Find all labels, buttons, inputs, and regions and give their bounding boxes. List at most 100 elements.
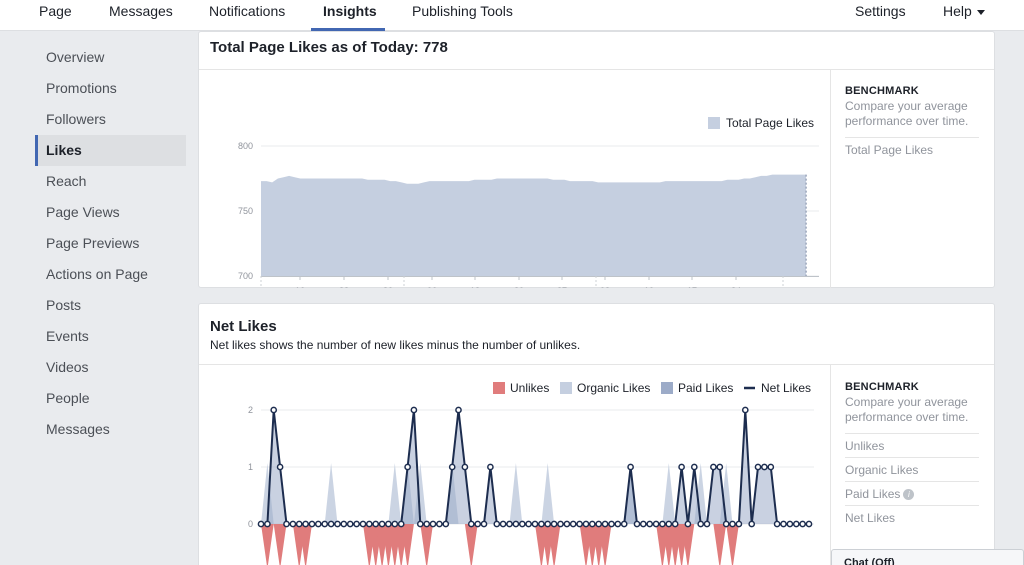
net-likes-point — [729, 520, 736, 528]
net-likes-point — [544, 520, 552, 528]
x-day-tick-label: 27 — [557, 286, 567, 288]
net-likes-point — [493, 520, 501, 528]
unlikes-spike — [261, 524, 274, 565]
net-likes-point — [423, 520, 431, 528]
net-likes-point — [276, 463, 284, 471]
net-likes-point — [627, 463, 634, 471]
net-likes-point — [327, 520, 335, 528]
net-likes-point — [671, 520, 679, 528]
net-likes-point — [480, 520, 488, 528]
net-likes-point — [436, 520, 443, 528]
x-day-tick-label: 23 — [339, 286, 349, 288]
net-likes-point — [735, 520, 743, 528]
net-likes-point — [404, 463, 411, 471]
x-day-tick-label: 10 — [644, 286, 654, 288]
benchmark-option-net-likes[interactable]: Net Likes — [845, 505, 979, 529]
paid-likes-label: Paid Likes — [845, 487, 901, 501]
net-likes-point — [697, 520, 705, 528]
net-likes-point — [799, 520, 806, 528]
chat-label: Chat (Off) — [844, 557, 895, 565]
benchmark-description: Compare your average performance over ti… — [845, 99, 969, 128]
settings-link[interactable]: Settings — [855, 3, 906, 19]
help-label: Help — [943, 3, 972, 19]
net-likes-point — [442, 520, 450, 528]
net-likes-point — [780, 520, 787, 528]
net-likes-point — [563, 520, 571, 528]
sidebar-item-followers[interactable]: Followers — [46, 111, 106, 127]
net-likes-point — [518, 520, 526, 528]
unlikes-spike — [598, 524, 612, 565]
net-likes-point — [716, 463, 724, 471]
net-likes-subtitle: Net likes shows the number of new likes … — [210, 338, 581, 352]
sidebar-item-posts[interactable]: Posts — [46, 297, 82, 313]
net-likes-point — [767, 463, 775, 471]
benchmark-panel: BENCHMARK Compare your average performan… — [845, 381, 979, 529]
sidebar-item-overview[interactable]: Overview — [46, 49, 105, 65]
sidebar-item-videos[interactable]: Videos — [46, 359, 89, 375]
net-likes-point — [353, 520, 360, 528]
sidebar-item-likes[interactable]: Likes — [35, 135, 186, 166]
benchmark-divider — [830, 364, 831, 565]
sidebar-item-messages[interactable]: Messages — [46, 421, 110, 437]
x-day-tick-label: 17 — [687, 286, 697, 288]
legend-label-total-page-likes: Total Page Likes — [726, 116, 814, 130]
sidebar-item-page-previews[interactable]: Page Previews — [46, 235, 140, 251]
benchmark-option-organic-likes[interactable]: Organic Likes — [845, 457, 979, 481]
organic-likes-spike — [509, 463, 523, 524]
net-likes-chart: 0 1 2 Unlikes Organic Likes Paid Likes Net Lik… — [248, 381, 814, 565]
net-likes-point — [582, 520, 590, 528]
sidebar-item-actions-on-page[interactable]: Actions on Page — [46, 266, 148, 282]
help-menu[interactable]: Help — [943, 3, 985, 19]
y-tick-label: 1 — [248, 462, 253, 472]
nav-tab-notifications[interactable]: Notifications — [209, 3, 286, 19]
benchmark-option-unlikes[interactable]: Unlikes — [845, 433, 979, 457]
benchmark-option-total-page-likes[interactable]: Total Page Likes — [845, 137, 979, 161]
nav-tab-page[interactable]: Page — [39, 3, 72, 19]
unlikes-spike — [420, 524, 433, 565]
chat-tab[interactable]: Chat (Off) — [831, 549, 1024, 565]
sidebar-item-promotions[interactable]: Promotions — [46, 80, 117, 96]
net-likes-point — [506, 520, 513, 528]
total-likes-area — [261, 174, 806, 276]
organic-likes-spike — [541, 463, 555, 524]
net-likes-point — [786, 520, 794, 528]
nav-tab-publishing-tools[interactable]: Publishing Tools — [412, 3, 513, 19]
net-likes-point — [410, 406, 418, 414]
net-likes-point — [340, 520, 348, 528]
y-tick-label: 700 — [238, 271, 253, 281]
net-likes-point — [620, 520, 628, 528]
net-likes-point — [385, 520, 392, 528]
net-likes-point — [531, 520, 539, 528]
x-day-tick-label: 20 — [514, 286, 524, 288]
net-likes-point — [295, 520, 303, 528]
net-likes-point — [773, 520, 781, 528]
nav-tab-insights[interactable]: Insights — [323, 3, 377, 19]
sidebar-item-reach[interactable]: Reach — [46, 173, 87, 189]
net-likes-point — [467, 520, 475, 528]
net-likes-point — [429, 520, 437, 528]
info-icon[interactable]: i — [903, 489, 915, 501]
net-likes-card: Net Likes Net likes shows the number of … — [198, 303, 995, 565]
net-likes-point — [359, 520, 367, 528]
insights-sidebar: Overview Promotions Followers Likes Reac… — [35, 42, 186, 445]
unlikes-spike — [401, 524, 414, 565]
net-likes-point — [525, 520, 532, 528]
x-day-tick-label: 16 — [295, 286, 305, 288]
net-likes-point — [346, 520, 354, 528]
benchmark-option-paid-likes[interactable]: Paid Likes i — [845, 481, 979, 505]
net-likes-point — [455, 406, 462, 414]
y-tick-label: 800 — [238, 141, 253, 151]
net-likes-area — [261, 410, 809, 524]
nav-tab-messages[interactable]: Messages — [109, 3, 173, 19]
net-likes-point — [264, 520, 271, 528]
net-likes-point — [678, 463, 685, 471]
card-header-divider — [199, 69, 994, 70]
sidebar-item-page-views[interactable]: Page Views — [46, 204, 120, 220]
y-tick-label: 750 — [238, 206, 253, 216]
net-likes-point — [334, 520, 341, 528]
unlikes-spike — [273, 524, 287, 565]
net-likes-point — [703, 520, 711, 528]
net-likes-point — [512, 520, 520, 528]
sidebar-item-events[interactable]: Events — [46, 328, 89, 344]
sidebar-item-people[interactable]: People — [46, 390, 90, 406]
